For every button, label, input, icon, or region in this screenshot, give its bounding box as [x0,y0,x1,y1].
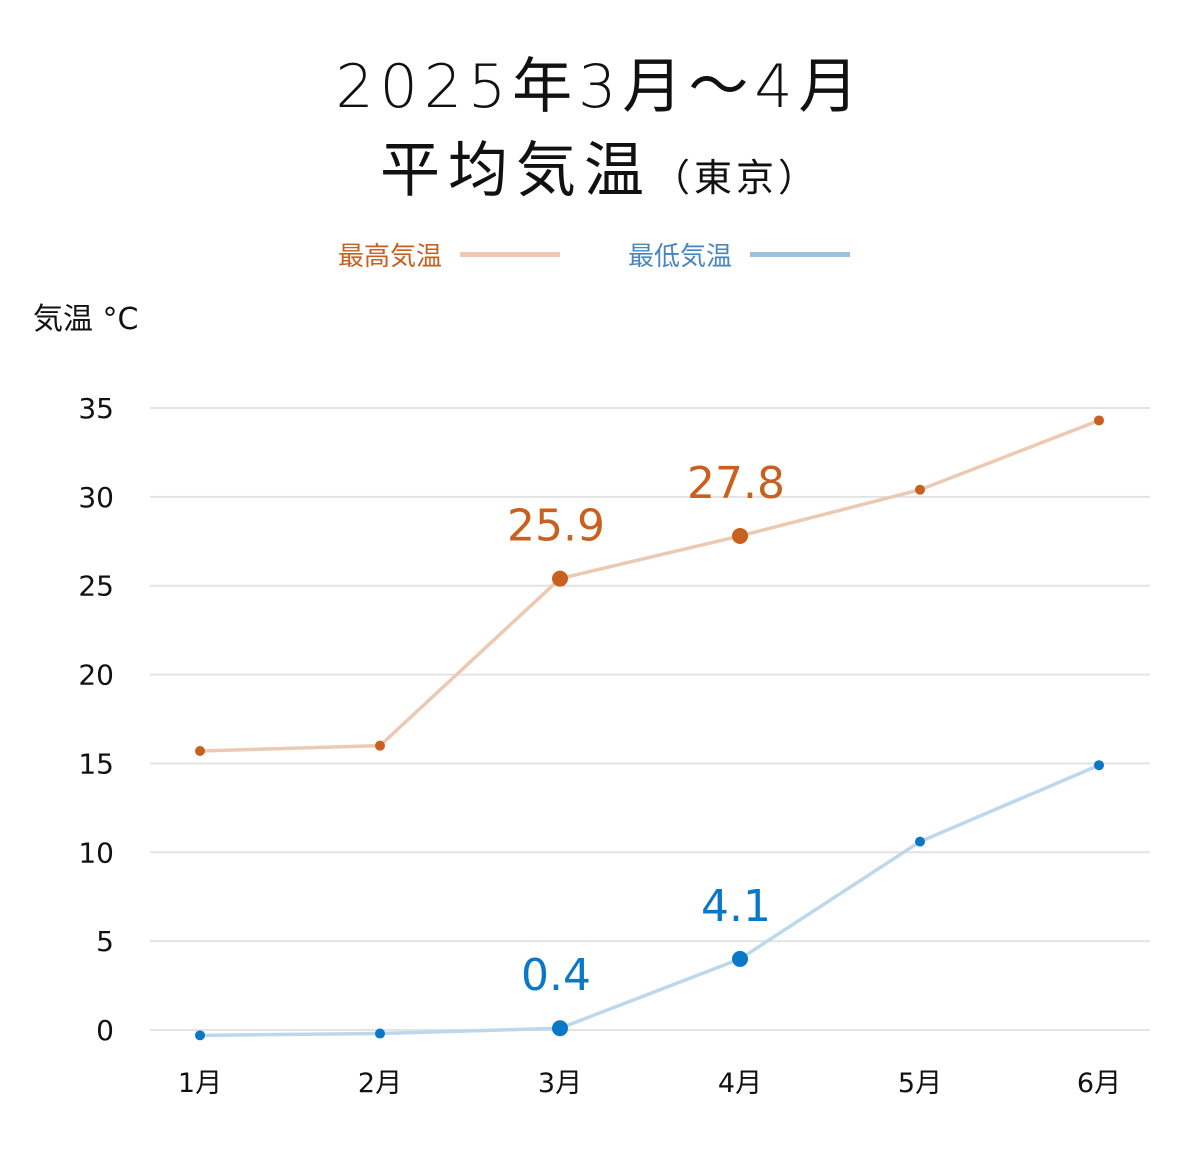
x-tick-label: 5月 [898,1068,942,1099]
x-tick-label: 3月 [538,1068,582,1099]
y-tick-label: 20 [78,659,114,692]
y-tick-label: 15 [78,747,114,780]
data-label: 4.1 [701,881,771,932]
data-label: 27.8 [687,458,785,509]
y-tick-label: 25 [78,570,114,603]
y-tick-label: 0 [96,1014,114,1047]
data-point [915,836,925,847]
y-tick-label: 5 [96,925,114,958]
data-point [552,570,568,587]
legend-label-max: 最高気温 [338,242,443,272]
subtitle-main: 平均気温 [379,136,652,206]
x-tick-label: 1月 [178,1068,222,1099]
data-point [195,1030,205,1041]
legend-item-max: 最高気温 [338,236,561,273]
data-point [552,1020,568,1037]
data-label: 25.9 [507,501,605,552]
chart-title: 2025年3月〜4月 [335,52,865,122]
subtitle-location: （東京） [651,156,820,200]
legend-swatch-min [750,252,851,257]
data-point [1094,760,1104,771]
data-point [375,1028,385,1039]
x-tick-label: 2月 [358,1068,402,1099]
x-tick-label: 4月 [718,1068,762,1099]
x-tick-label: 6月 [1077,1068,1121,1099]
series-line-0 [199,418,1100,753]
series-line-1 [199,763,1100,1038]
legend-swatch-max [460,252,561,257]
data-point [1094,415,1104,426]
data-point [732,527,748,544]
y-tick-label: 30 [78,481,114,514]
data-point [915,484,925,495]
y-axis-label: 気温 °C [33,302,139,337]
y-tick-label: 35 [78,392,114,425]
legend-label-min: 最低気温 [628,242,733,272]
chart-subtitle: 平均気温（東京） [0,122,1200,209]
data-point [732,950,748,967]
data-label: 0.4 [521,950,591,1001]
legend-item-min: 最低気温 [628,236,851,273]
data-point [375,740,385,751]
y-tick-label: 10 [78,836,114,869]
data-point [195,745,205,756]
